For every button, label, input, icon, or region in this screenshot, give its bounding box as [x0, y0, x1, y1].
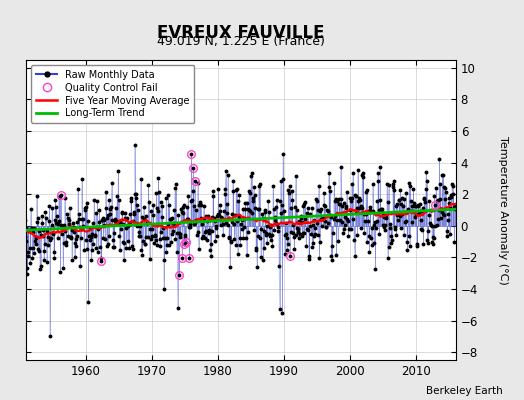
Text: 49.019 N, 1.225 E (France): 49.019 N, 1.225 E (France): [157, 35, 325, 48]
Title: EVREUX FAUVILLE: EVREUX FAUVILLE: [157, 24, 325, 42]
Legend: Raw Monthly Data, Quality Control Fail, Five Year Moving Average, Long-Term Tren: Raw Monthly Data, Quality Control Fail, …: [31, 65, 194, 123]
Y-axis label: Temperature Anomaly (°C): Temperature Anomaly (°C): [498, 136, 508, 284]
Text: Berkeley Earth: Berkeley Earth: [427, 386, 503, 396]
